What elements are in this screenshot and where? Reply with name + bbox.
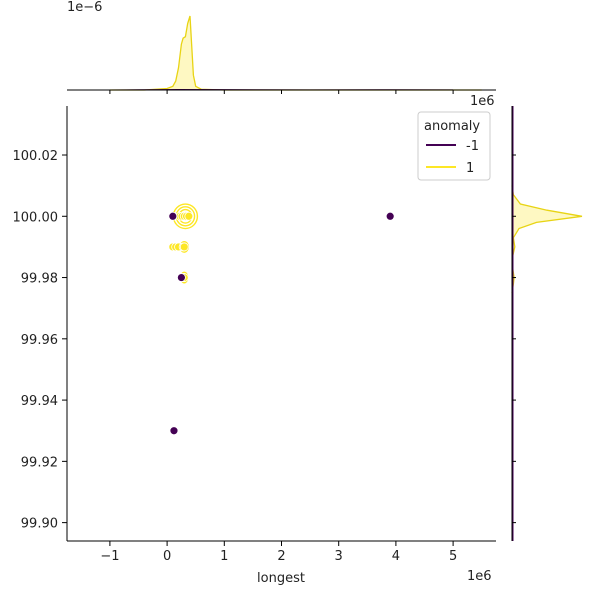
x-tick-label: 2 <box>277 549 285 564</box>
scatter-point-anomaly-neg1 <box>385 211 395 221</box>
top-marginal-kde-line <box>109 15 482 91</box>
x-tick-label: −1 <box>100 549 119 564</box>
x-tick-label: 3 <box>335 549 343 564</box>
y-tick-label: 100.00 <box>13 210 59 225</box>
top-marginal-kde-fill <box>109 16 482 90</box>
legend-label-1: 1 <box>466 161 474 176</box>
right-marginal-kde-line <box>511 185 583 293</box>
y-tick-label: 99.98 <box>21 272 58 287</box>
top-marginal-plot <box>109 15 482 91</box>
scatter-point-anomaly-1 <box>179 242 189 252</box>
main-scatter-plot <box>168 203 395 436</box>
scatter-point-anomaly-neg1 <box>169 426 179 436</box>
y-tick-label: 99.92 <box>21 455 58 470</box>
x-offset-label: 1e6 <box>467 569 492 584</box>
y-tick-label: 99.90 <box>21 517 58 532</box>
right-marginal-kde-fill <box>512 185 582 293</box>
axes: −1 0 1 2 3 4 5 99.90 99.92 99.94 99.96 99.98 100.00 1… <box>13 89 516 564</box>
x-tick-label: 0 <box>163 549 171 564</box>
legend-label-neg1: -1 <box>466 139 479 154</box>
x-axis-label: longest <box>257 571 305 586</box>
y-tick-label: 99.94 <box>21 394 58 409</box>
scatter-point-anomaly-neg1 <box>176 273 186 282</box>
right-marginal-plot <box>511 106 583 541</box>
x-tick-label: 1 <box>220 549 228 564</box>
legend: anomaly -1 1 <box>417 111 491 181</box>
x-tick-label: 5 <box>449 549 457 564</box>
x-tick-label: 4 <box>392 549 400 564</box>
legend-title: anomaly <box>424 119 480 134</box>
top-marginal-offset-label: 1e−6 <box>67 0 102 15</box>
y-tick-label: 100.02 <box>13 149 59 164</box>
y-offset-label: 1e6 <box>470 94 495 109</box>
y-tick-label: 99.96 <box>21 333 58 348</box>
scatter-point-anomaly-neg1 <box>168 211 178 221</box>
scatter-point-anomaly-1 <box>184 211 194 221</box>
